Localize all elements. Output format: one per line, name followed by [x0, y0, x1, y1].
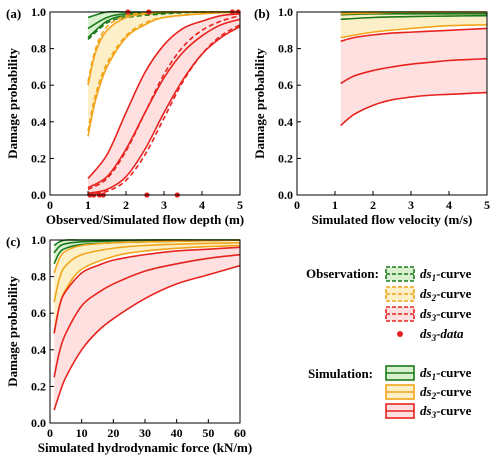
x-axis-title: Simulated hydrodynamic force (kN/m) — [38, 440, 252, 455]
y-tick-label: 0.2 — [31, 151, 46, 165]
orange-solid-curve — [87, 11, 240, 137]
x-tick-label: 1 — [85, 198, 91, 212]
red-solid-curve — [53, 253, 240, 378]
red-solid-curve — [87, 18, 240, 189]
simulation-heading: Simulation: — [308, 366, 373, 381]
red-solid-curve — [87, 13, 240, 180]
y-tick-label: 0.4 — [31, 115, 46, 129]
x-tick-label: 4 — [199, 198, 205, 212]
x-tick-label: 0 — [47, 198, 53, 212]
y-tick-label: 0.6 — [278, 78, 293, 92]
plot-area — [53, 239, 240, 411]
orange-solid-curve — [53, 241, 240, 303]
y-tick-label: 1.0 — [31, 5, 46, 19]
red-solid-curve — [340, 91, 487, 127]
legend-entry-label: ds1-curve — [420, 266, 472, 283]
y-tick-label: 0.0 — [31, 416, 46, 430]
y-tick-label: 0.6 — [31, 78, 46, 92]
y-tick-label: 0.4 — [278, 115, 293, 129]
x-tick-label: 10 — [76, 426, 88, 440]
x-tick-label: 3 — [161, 198, 167, 212]
plot-area — [87, 10, 240, 195]
y-tick-label: 0.8 — [31, 42, 46, 56]
y-tick-label: 0.0 — [31, 188, 46, 202]
observation-heading: Observation: — [306, 266, 379, 281]
panel-label: (c) — [6, 234, 20, 249]
y-tick-label: 0.8 — [31, 270, 46, 284]
x-tick-label: 3 — [408, 198, 414, 212]
legend-dot-swatch — [397, 331, 403, 337]
red-solid-curve — [53, 246, 240, 334]
red-band — [54, 247, 240, 411]
plot-area — [340, 11, 487, 127]
x-tick-label: 2 — [370, 198, 376, 212]
x-tick-label: 4 — [446, 198, 452, 212]
y-tick-label: 0.4 — [31, 343, 46, 357]
axes-frame — [296, 11, 488, 196]
panel-label: (b) — [254, 6, 270, 21]
panel-label: (a) — [6, 6, 21, 21]
green-band — [88, 11, 240, 38]
x-tick-label: 0 — [47, 426, 53, 440]
x-tick-label: 1 — [332, 198, 338, 212]
x-axis-title: Observed/Simulated flow depth (m) — [46, 212, 244, 227]
legend-entry-label: ds3-curve — [420, 403, 472, 420]
y-axis-title: Damage probability — [252, 48, 267, 159]
x-tick-label: 50 — [202, 426, 214, 440]
green-solid-curve — [340, 14, 487, 21]
red-solid-curve — [87, 25, 240, 194]
chart-panel-c: 0 10 20 30 40 50 60 0.0 0.2 0.4 0.6 0.8 1.0 Simulated… — [5, 233, 252, 455]
y-tick-label: 0.0 — [278, 188, 293, 202]
green-solid-curve — [340, 12, 487, 16]
x-tick-label: 5 — [484, 198, 490, 212]
red-dashed-curve — [87, 24, 240, 195]
orange-solid-curve — [53, 239, 240, 274]
y-axis-title: Damage probability — [5, 48, 20, 159]
red-solid-curve — [53, 264, 240, 411]
x-tick-label: 5 — [237, 198, 243, 212]
legend-entry-label: ds1-curve — [420, 365, 472, 382]
legend-entry-label: ds3-data — [420, 326, 464, 343]
red-solid-curve — [340, 57, 487, 85]
chart-panel-a: 0 1 2 3 4 5 0.0 0.2 0.4 0.6 0.8 1.0 Observed/Simulat… — [5, 5, 244, 227]
legend-entry-label: ds2-curve — [420, 384, 472, 401]
legend-entry-label: ds3-curve — [420, 306, 472, 323]
orange-band — [54, 240, 240, 334]
axes-frame — [49, 11, 241, 196]
y-tick-label: 1.0 — [31, 233, 46, 247]
orange-solid-curve — [340, 24, 487, 39]
x-tick-label: 60 — [234, 426, 246, 440]
legend: Observation: ds1-curve ds2-curve ds3-curve d… — [306, 266, 472, 420]
red-solid-curve — [340, 27, 487, 43]
x-axis-title: Simulated flow velocity (m/s) — [312, 212, 473, 227]
x-tick-label: 2 — [123, 198, 129, 212]
x-tick-label: 40 — [171, 426, 183, 440]
y-tick-label: 0.2 — [278, 151, 293, 165]
y-tick-label: 0.6 — [31, 306, 46, 320]
red-band — [340, 28, 487, 126]
x-tick-label: 0 — [294, 198, 300, 212]
y-tick-label: 0.8 — [278, 42, 293, 56]
y-axis-title: Damage probability — [5, 276, 20, 387]
y-tick-label: 0.2 — [31, 379, 46, 393]
x-tick-label: 20 — [107, 426, 119, 440]
orange-dashed-curve — [87, 11, 240, 132]
legend-entry-label: ds2-curve — [420, 286, 472, 303]
y-tick-label: 1.0 — [278, 5, 293, 19]
chart-panel-b: 0 1 2 3 4 5 0.0 0.2 0.4 0.6 0.8 1.0 Simulated flow v… — [252, 5, 490, 227]
x-tick-label: 30 — [139, 426, 151, 440]
